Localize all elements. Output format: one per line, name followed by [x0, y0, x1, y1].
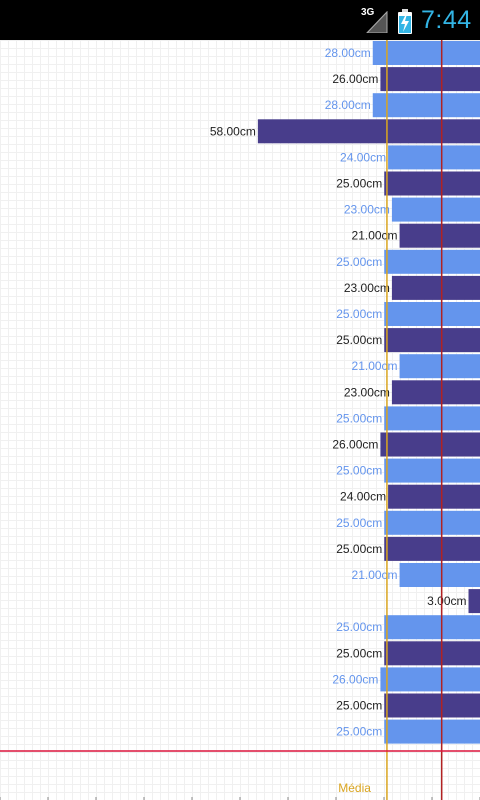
chart-bar — [468, 589, 480, 614]
bar-value-label: 26.00cm — [332, 438, 378, 452]
chart-bar — [399, 354, 480, 379]
bar-value-label: 25.00cm — [336, 177, 382, 191]
bar-value-label: 23.00cm — [344, 281, 390, 295]
bar-value-label: 25.00cm — [336, 725, 382, 739]
bar-value-label: 21.00cm — [352, 229, 398, 243]
chart-canvas: 28.00cm 26.00cm 28.00cm 58.00cm 24.00cm 25.00… — [0, 40, 480, 800]
bar-value-label: 21.00cm — [352, 568, 398, 582]
bar-value-label: 25.00cm — [336, 542, 382, 556]
bar-value-label: 25.00cm — [336, 699, 382, 713]
bar-value-label: 25.00cm — [336, 333, 382, 347]
chart-bar — [384, 615, 480, 640]
bar-value-label: 25.00cm — [336, 255, 382, 269]
chart-bar — [257, 119, 480, 144]
chart-bar — [384, 328, 480, 353]
bar-value-label: 24.00cm — [340, 150, 386, 164]
bar-value-label: 24.00cm — [340, 490, 386, 504]
chart-bar — [384, 171, 480, 196]
bar-value-label: 25.00cm — [336, 620, 382, 634]
chart-bar — [384, 406, 480, 431]
signal-strength-icon — [366, 11, 388, 33]
chart-bar — [384, 458, 480, 483]
bar-value-label: 25.00cm — [336, 516, 382, 530]
chart-bar — [384, 641, 480, 666]
chart-bar — [380, 432, 480, 457]
chart-bar — [391, 197, 480, 222]
chart-bar — [384, 693, 480, 718]
chart-bar — [391, 275, 480, 300]
chart-bar — [384, 536, 480, 561]
chart-bar — [372, 41, 480, 65]
status-bar: 3G 7:44 — [0, 0, 480, 40]
chart-bar — [384, 302, 480, 326]
bar-value-label: 25.00cm — [336, 307, 382, 321]
bar-chart: 28.00cm 26.00cm 28.00cm 58.00cm 24.00cm 25.00… — [0, 40, 480, 800]
chart-bar — [388, 484, 480, 509]
chart-bar — [380, 67, 480, 92]
bar-value-label: 25.00cm — [336, 646, 382, 660]
network-type-label: 3G — [361, 7, 375, 18]
bar-value-label: 3.00cm — [427, 594, 466, 608]
chart-bar — [372, 93, 480, 118]
chart-bar — [391, 380, 480, 405]
chart-bar — [384, 510, 480, 535]
bar-value-label: 28.00cm — [325, 46, 371, 60]
bar-value-label: 25.00cm — [336, 464, 382, 478]
chart-bar — [380, 667, 480, 692]
chart-bar — [399, 563, 480, 587]
bar-value-label: 26.00cm — [332, 672, 378, 686]
bar-value-label: 23.00cm — [344, 203, 390, 217]
chart-bar — [388, 145, 480, 170]
chart-bar — [384, 249, 480, 274]
bar-value-label: 28.00cm — [325, 98, 371, 112]
clock: 7:44 — [421, 6, 472, 34]
bar-value-label: 26.00cm — [332, 72, 378, 86]
average-label: Média — [338, 781, 371, 795]
chart-bar — [384, 719, 480, 744]
bar-value-label: 25.00cm — [336, 411, 382, 425]
chart-bar — [399, 223, 480, 248]
bar-value-label: 58.00cm — [210, 124, 256, 138]
bar-value-label: 21.00cm — [352, 359, 398, 373]
battery-charging-icon — [398, 9, 412, 34]
bar-value-label: 23.00cm — [344, 385, 390, 399]
